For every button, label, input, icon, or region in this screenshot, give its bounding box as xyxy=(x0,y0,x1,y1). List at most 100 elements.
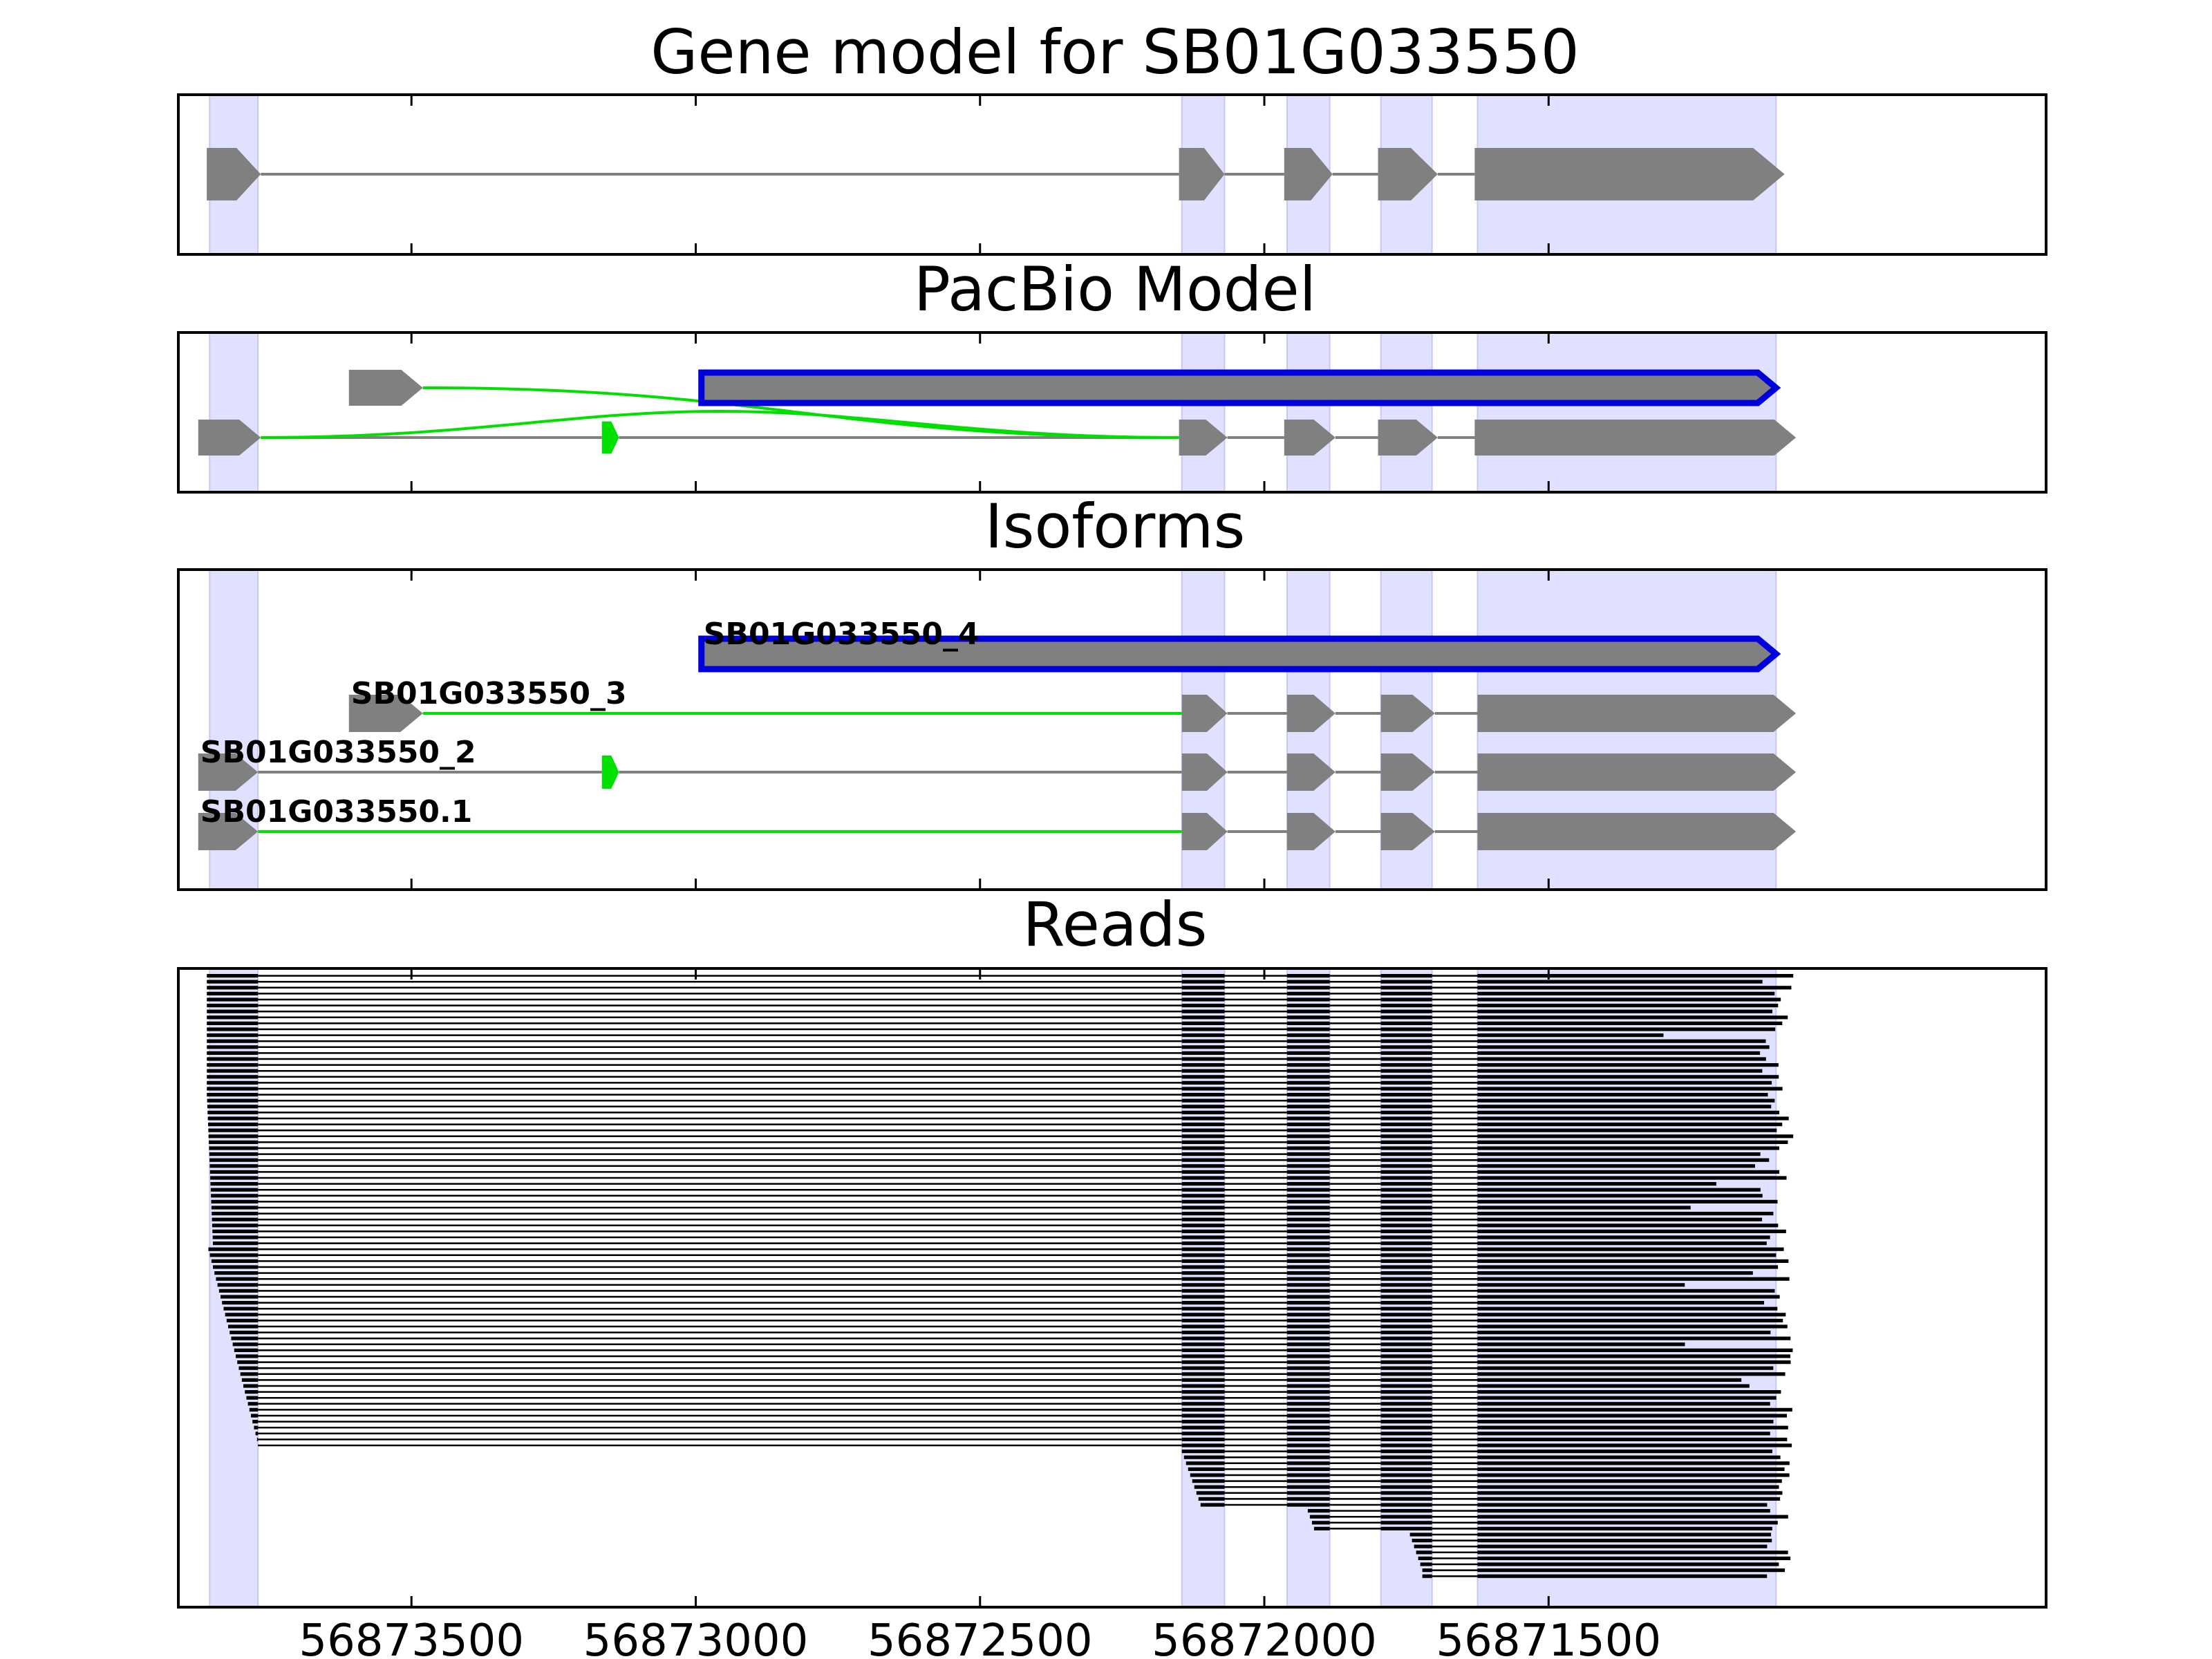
read-block xyxy=(1286,1283,1330,1287)
exon-block xyxy=(1286,753,1335,791)
read-block xyxy=(1416,1550,1432,1555)
read-block xyxy=(1380,1080,1432,1085)
read-block xyxy=(1477,1105,1772,1109)
read-block xyxy=(207,1087,259,1091)
read-block xyxy=(1380,1051,1432,1055)
read-block xyxy=(1181,1247,1225,1251)
exon-block xyxy=(1378,420,1438,456)
read-block xyxy=(1477,1497,1781,1501)
read-block xyxy=(1420,1562,1432,1566)
read-block xyxy=(1380,1265,1432,1269)
exon-highlight-band xyxy=(1380,332,1433,493)
read-block xyxy=(1286,997,1330,1002)
read-block xyxy=(1286,1432,1330,1436)
read-block xyxy=(1181,1450,1225,1454)
read-block xyxy=(1181,1295,1225,1299)
read-block xyxy=(1477,1015,1788,1020)
read-block xyxy=(1286,1331,1330,1335)
read-block xyxy=(1380,1188,1432,1192)
read-block xyxy=(1286,1360,1330,1365)
read-block xyxy=(207,1105,259,1109)
read-block xyxy=(1477,1288,1775,1293)
exon-block xyxy=(1181,753,1228,791)
read-block xyxy=(1477,1331,1771,1335)
read-block xyxy=(1380,1045,1432,1049)
read-block xyxy=(1286,1306,1330,1311)
exon-block xyxy=(1179,420,1228,456)
read-block xyxy=(1181,1152,1225,1156)
read-block xyxy=(1477,1318,1783,1322)
read-block xyxy=(1380,1277,1432,1281)
read-block xyxy=(1194,1485,1225,1489)
read-block xyxy=(1286,1497,1330,1501)
read-block xyxy=(1286,1188,1330,1192)
read-block xyxy=(1380,1402,1432,1406)
read-block xyxy=(1181,1324,1225,1329)
read-block xyxy=(1380,1497,1432,1501)
read-block xyxy=(207,1069,259,1073)
read-block xyxy=(1477,1479,1782,1483)
read-block xyxy=(207,1039,259,1043)
read-block xyxy=(218,1288,259,1293)
read-block xyxy=(1380,1253,1432,1257)
read-block xyxy=(1286,1425,1330,1430)
read-block xyxy=(1477,1556,1791,1560)
exon-highlight-band xyxy=(1477,332,1777,493)
gene-model-ticks xyxy=(410,95,1550,254)
read-block xyxy=(1181,1182,1225,1186)
read-block xyxy=(1477,1241,1767,1246)
read-block xyxy=(208,1247,259,1251)
read-block xyxy=(1477,1324,1788,1329)
read-block xyxy=(1181,1432,1225,1436)
read-block xyxy=(211,1199,259,1203)
read-block xyxy=(1286,1491,1330,1495)
read-block xyxy=(1286,1253,1330,1257)
read-block xyxy=(1477,1152,1761,1156)
read-block xyxy=(207,974,259,978)
exon-block xyxy=(348,695,423,732)
read-block xyxy=(1477,1306,1778,1311)
read-block xyxy=(1380,1384,1432,1388)
read-block xyxy=(252,1420,259,1424)
read-block xyxy=(1477,1372,1785,1376)
read-block xyxy=(1286,1087,1330,1091)
read-block xyxy=(1181,1331,1225,1335)
read-block xyxy=(1477,1342,1685,1347)
read-block xyxy=(1286,1265,1330,1269)
read-block xyxy=(1286,1384,1330,1388)
read-block xyxy=(207,986,259,990)
read-block xyxy=(1380,1425,1432,1430)
read-block xyxy=(1286,1128,1330,1132)
read-block xyxy=(232,1342,259,1347)
read-block xyxy=(1380,1212,1432,1216)
read-block xyxy=(1181,1164,1225,1168)
read-block xyxy=(208,1134,259,1138)
read-block xyxy=(1477,1217,1763,1221)
exon-highlight-bands xyxy=(209,332,1777,493)
read-block xyxy=(207,1027,259,1031)
read-block xyxy=(1286,1146,1330,1150)
read-block xyxy=(1286,1009,1330,1013)
read-block xyxy=(1286,1224,1330,1228)
read-block xyxy=(1311,1521,1330,1525)
read-block xyxy=(1286,974,1330,978)
x-axis-tick-labels: 56873500 56873000 56872500 56872000 56871500 xyxy=(299,1615,1661,1659)
read-block xyxy=(1286,1235,1330,1239)
read-block xyxy=(1380,1116,1432,1121)
read-block xyxy=(1286,1271,1330,1275)
pacbio-frame xyxy=(177,331,2047,494)
read-block xyxy=(1181,1277,1225,1281)
read-block xyxy=(1286,1004,1330,1008)
read-block xyxy=(1477,1396,1777,1400)
read-block xyxy=(1181,1063,1225,1067)
exon-highlight-band xyxy=(209,332,259,493)
read-block xyxy=(1477,1051,1761,1055)
x-tick-label: 56872500 xyxy=(868,1615,1093,1659)
read-block xyxy=(1286,1057,1330,1061)
read-block xyxy=(1477,1390,1781,1394)
read-block xyxy=(1477,1503,1768,1507)
read-block xyxy=(1181,1348,1225,1352)
read-block xyxy=(1181,1378,1225,1382)
read-block xyxy=(1477,1176,1787,1180)
read-block xyxy=(1380,1348,1432,1352)
